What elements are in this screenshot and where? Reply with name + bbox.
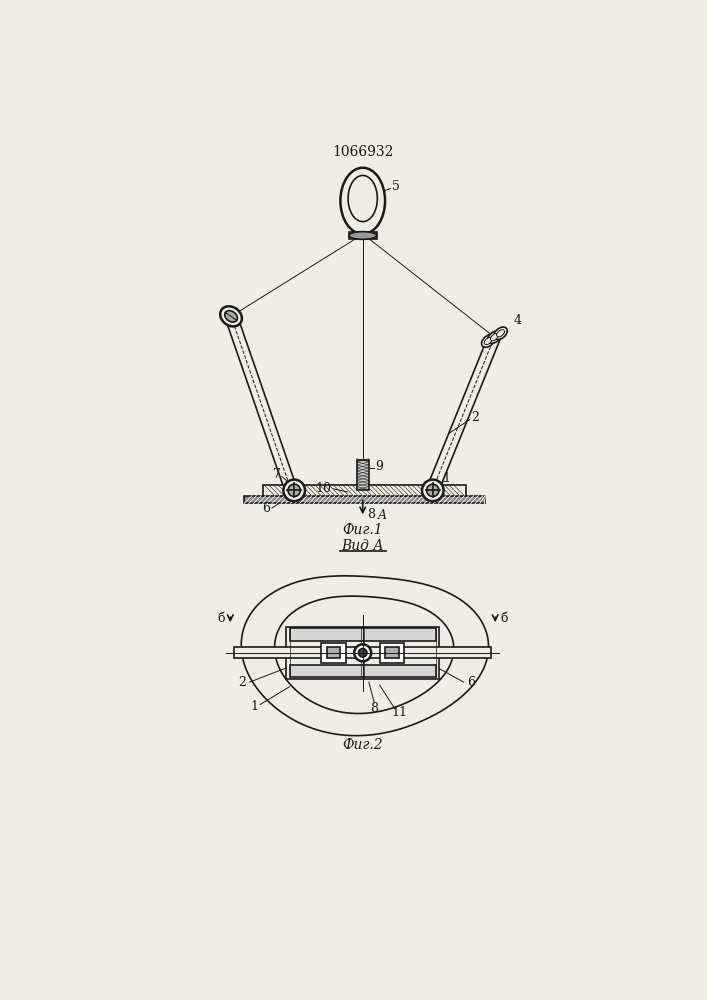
Text: 4: 4 — [514, 314, 522, 327]
Bar — [321, 643, 346, 663]
Bar — [290, 665, 436, 677]
Bar — [244, 496, 485, 503]
Ellipse shape — [493, 327, 507, 340]
Text: 1: 1 — [443, 472, 450, 485]
Polygon shape — [226, 314, 295, 485]
Text: A: A — [378, 509, 387, 522]
Text: 11: 11 — [392, 706, 408, 719]
Text: 5: 5 — [392, 180, 400, 193]
Text: 1066932: 1066932 — [332, 145, 393, 159]
Text: 8: 8 — [370, 702, 378, 715]
Ellipse shape — [422, 480, 443, 501]
Text: б: б — [501, 612, 508, 625]
Bar — [286, 627, 439, 679]
Ellipse shape — [358, 649, 367, 657]
Ellipse shape — [496, 330, 505, 337]
Bar — [327, 647, 340, 658]
Bar — [385, 647, 399, 658]
Polygon shape — [429, 335, 500, 486]
Bar — [290, 628, 436, 641]
Text: 10: 10 — [316, 482, 332, 495]
Text: 6: 6 — [467, 676, 475, 689]
Ellipse shape — [426, 484, 439, 497]
Bar — [380, 643, 404, 663]
Text: 7: 7 — [272, 468, 281, 481]
Polygon shape — [241, 576, 489, 736]
Ellipse shape — [288, 484, 300, 497]
Bar — [356, 460, 369, 490]
Ellipse shape — [349, 232, 377, 239]
Bar — [349, 232, 377, 239]
Ellipse shape — [488, 331, 501, 343]
Text: 8: 8 — [368, 508, 375, 521]
Ellipse shape — [481, 335, 495, 347]
Text: Фиг.2: Фиг.2 — [342, 738, 383, 752]
Text: Фиг.1: Фиг.1 — [342, 523, 383, 537]
Ellipse shape — [225, 311, 238, 322]
Ellipse shape — [491, 334, 498, 341]
Ellipse shape — [284, 480, 305, 501]
Ellipse shape — [220, 306, 242, 326]
Ellipse shape — [484, 337, 492, 345]
Text: б: б — [217, 612, 225, 625]
Text: 9: 9 — [375, 460, 383, 473]
Text: 2: 2 — [472, 411, 479, 424]
Ellipse shape — [340, 168, 385, 234]
Text: 6: 6 — [262, 502, 269, 515]
Bar — [234, 647, 491, 658]
Text: Вид А: Вид А — [341, 539, 384, 553]
Text: 1: 1 — [250, 700, 258, 713]
Text: 2: 2 — [238, 676, 246, 689]
Ellipse shape — [348, 175, 378, 222]
Bar — [264, 485, 466, 496]
Polygon shape — [274, 596, 454, 714]
Ellipse shape — [354, 644, 371, 661]
